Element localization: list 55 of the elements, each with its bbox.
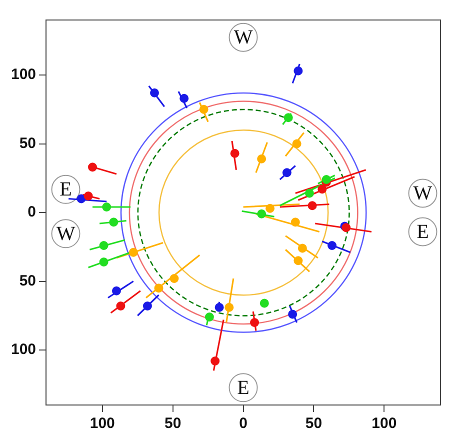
y-tick-label: 50 bbox=[19, 272, 36, 290]
point bbox=[294, 66, 303, 76]
point bbox=[257, 154, 266, 164]
point bbox=[102, 202, 112, 212]
point bbox=[250, 318, 260, 327]
point bbox=[88, 162, 98, 172]
annotation: W bbox=[56, 222, 76, 245]
point bbox=[308, 201, 317, 210]
point bbox=[210, 356, 220, 366]
point bbox=[298, 244, 307, 253]
point bbox=[112, 286, 121, 296]
y-tick-label: 100 bbox=[10, 66, 36, 84]
point bbox=[128, 248, 138, 257]
annotation: E bbox=[60, 178, 72, 201]
point bbox=[304, 188, 314, 198]
annotation: W bbox=[413, 182, 432, 204]
point bbox=[224, 302, 234, 312]
point bbox=[99, 241, 108, 250]
point bbox=[170, 274, 179, 283]
point bbox=[322, 175, 331, 184]
point bbox=[150, 88, 160, 98]
y-tick-label: 50 bbox=[19, 134, 36, 152]
point bbox=[154, 284, 164, 293]
annotation: E bbox=[416, 221, 429, 243]
annotation: W bbox=[234, 26, 253, 49]
x-tick-label: 100 bbox=[372, 415, 397, 432]
point bbox=[116, 302, 126, 310]
point bbox=[284, 113, 293, 122]
point bbox=[292, 139, 302, 148]
point bbox=[230, 148, 240, 158]
point bbox=[328, 241, 337, 250]
point bbox=[214, 302, 224, 312]
x-tick-label: 100 bbox=[90, 415, 115, 432]
point bbox=[266, 204, 275, 213]
point bbox=[142, 302, 152, 310]
point bbox=[99, 258, 108, 266]
y-tick-label: 100 bbox=[10, 341, 36, 358]
point bbox=[318, 184, 327, 194]
point bbox=[260, 298, 269, 308]
point bbox=[76, 194, 86, 204]
x-tick-label: 50 bbox=[305, 415, 322, 432]
point bbox=[109, 218, 118, 227]
point bbox=[288, 310, 298, 319]
annotation: E bbox=[237, 376, 250, 399]
x-tick-label: 50 bbox=[164, 415, 182, 432]
point bbox=[180, 94, 189, 103]
point bbox=[257, 209, 266, 218]
x-tick-label: 0 bbox=[239, 415, 248, 432]
point bbox=[294, 256, 303, 266]
point bbox=[199, 104, 208, 114]
point bbox=[282, 168, 292, 178]
point bbox=[204, 312, 214, 322]
y-tick-label: 0 bbox=[28, 204, 36, 221]
point bbox=[84, 192, 93, 200]
point bbox=[290, 218, 300, 227]
